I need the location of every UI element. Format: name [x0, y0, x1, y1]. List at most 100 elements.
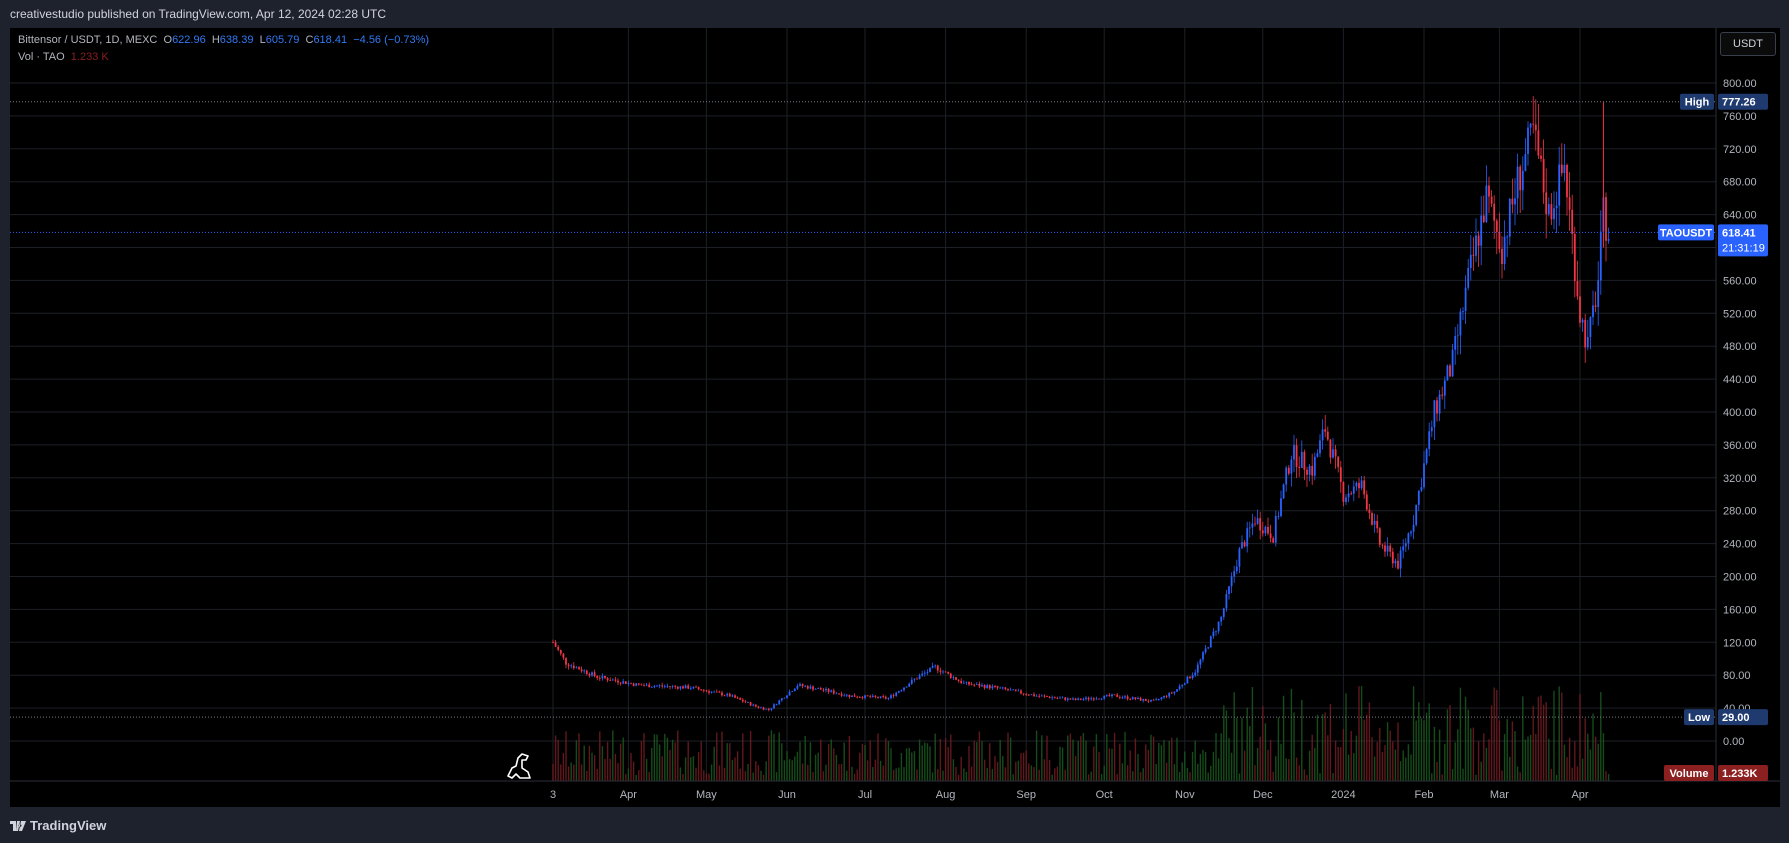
candle-body [695, 686, 697, 688]
volume-bar [1368, 702, 1371, 781]
volume-bar [1563, 744, 1566, 781]
volume-bar [1597, 743, 1599, 781]
volume-bar [1293, 712, 1295, 781]
volume-bar [1113, 732, 1116, 781]
volume-bar [1449, 705, 1451, 781]
candle-body [1550, 204, 1553, 220]
volume-bar [1004, 767, 1007, 781]
candle-body [1321, 429, 1324, 441]
candle-body [1238, 548, 1241, 567]
volume-bar [645, 758, 648, 781]
high-badge-label-box [1680, 93, 1714, 110]
tradingview-logo[interactable]: TradingView [10, 818, 106, 833]
volume-bar [713, 746, 715, 781]
candle-body [1157, 699, 1160, 700]
volume-bar [765, 761, 767, 781]
candle-body [1386, 545, 1389, 552]
volume-bar [630, 753, 632, 781]
volume-bar [1446, 709, 1449, 781]
candle-body [809, 686, 812, 689]
candle-body [552, 642, 554, 644]
candle-body [877, 696, 879, 698]
candle-body [955, 677, 957, 680]
y-tick-label: 720.00 [1723, 144, 1757, 156]
volume-bar [661, 756, 663, 781]
candle-body [1173, 691, 1176, 694]
candle-body [1381, 544, 1384, 546]
y-tick-label: 480.00 [1723, 341, 1757, 353]
volume-bar [1267, 749, 1269, 781]
volume-bar [651, 747, 653, 781]
candle-body [1160, 697, 1163, 700]
volume-bar [1223, 705, 1225, 781]
currency-unit-button[interactable]: USDT [1720, 32, 1776, 56]
candle-body [1293, 445, 1295, 460]
volume-bar [804, 736, 806, 781]
candle-body [1142, 699, 1145, 701]
volume-bar [817, 752, 819, 781]
volume-bar [1139, 772, 1142, 781]
candle-body [653, 686, 656, 687]
candle-body [1295, 445, 1298, 467]
candle-body [1371, 513, 1373, 525]
volume-bar [1119, 743, 1121, 781]
volume-bar [1093, 746, 1095, 781]
volume-label[interactable]: Vol · TAO [18, 51, 65, 63]
candle-body [1139, 697, 1142, 701]
x-tick-label: Jul [858, 789, 872, 801]
candle-body [1342, 481, 1345, 502]
volume-bar [1415, 720, 1417, 781]
volume-bar [1017, 760, 1020, 781]
volume-bar [604, 758, 606, 781]
candle-body [1337, 456, 1340, 468]
volume-bar [1269, 740, 1272, 781]
volume-bar [723, 767, 726, 781]
candle-body [978, 683, 981, 687]
volume-bar [755, 761, 757, 781]
volume-bar [1145, 744, 1147, 781]
candle-body [1389, 545, 1392, 552]
volume-bar [770, 730, 773, 781]
volume-bar [1566, 757, 1568, 781]
candle-body [715, 691, 718, 693]
candle-body [1108, 695, 1111, 697]
chart-frame[interactable] [10, 28, 1780, 807]
volume-bar [1210, 765, 1212, 781]
volume-bar [1108, 748, 1111, 781]
candle-body [1280, 498, 1282, 517]
candle-body [1545, 192, 1548, 215]
symbol-label[interactable]: Bittensor / USDT, 1D, MEXC [18, 34, 158, 46]
candle-body [762, 707, 765, 710]
volume-bar [1340, 747, 1342, 781]
volume-bar [1217, 758, 1220, 781]
candle-body [1584, 319, 1587, 348]
y-tick-label: 440.00 [1723, 374, 1757, 386]
volume-bar [843, 742, 845, 781]
volume-badge-value-box [1718, 765, 1768, 781]
candle-body [947, 671, 950, 674]
volume-bar [705, 773, 708, 781]
volume-bar [671, 739, 674, 781]
volume-bar [1178, 771, 1181, 781]
volume-bar [1199, 753, 1202, 781]
candle-body [874, 695, 877, 697]
volume-bar [679, 767, 682, 781]
candle-body [1202, 652, 1204, 660]
candle-body [1222, 608, 1225, 617]
volume-bar [794, 756, 796, 781]
volume-bar [1038, 769, 1040, 781]
volume-bar [1579, 694, 1581, 781]
volume-bar [1043, 759, 1046, 781]
volume-bar [1262, 705, 1264, 781]
candle-body [895, 692, 898, 696]
volume-bar [960, 756, 962, 781]
volume-bar [918, 739, 921, 781]
volume-bar [1503, 734, 1506, 781]
volume-bar [1246, 707, 1248, 781]
volume-bar [1124, 731, 1126, 781]
candle-body [606, 678, 609, 681]
candle-body [1503, 236, 1506, 265]
volume-bar [1012, 774, 1014, 781]
candle-body [1402, 546, 1405, 551]
